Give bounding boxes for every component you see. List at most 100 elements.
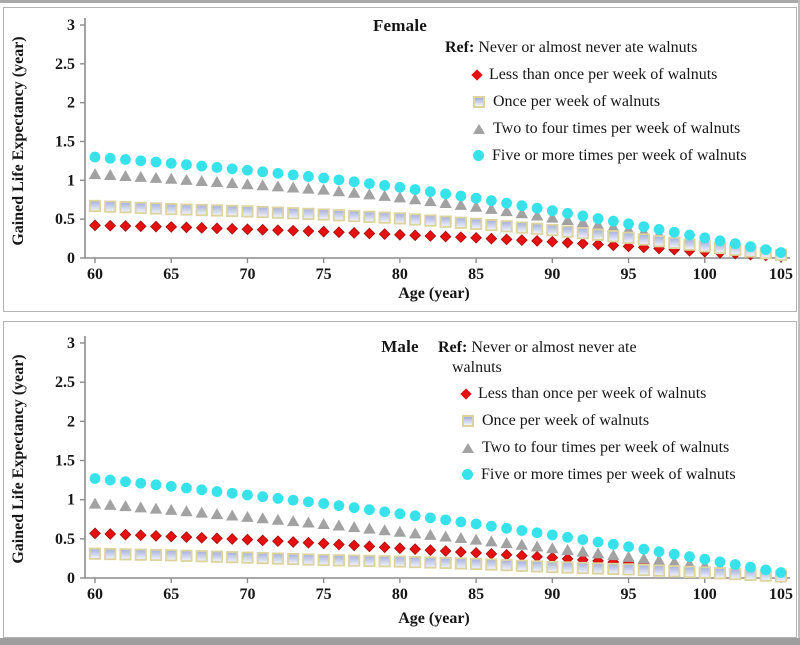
data-point xyxy=(561,225,574,238)
legend-ref-text: Never or almost never ate walnuts xyxy=(452,339,637,376)
data-point xyxy=(515,207,529,219)
data-point xyxy=(409,510,421,522)
data-point xyxy=(149,202,163,215)
data-point xyxy=(363,540,376,553)
data-point xyxy=(530,222,544,235)
data-point xyxy=(165,480,177,492)
x-tick-label: 60 xyxy=(87,586,103,603)
data-point xyxy=(256,223,269,236)
x-tick-label: 105 xyxy=(769,586,793,603)
data-point xyxy=(134,548,147,561)
y-tick-label: 1.5 xyxy=(55,453,75,470)
data-point xyxy=(607,562,620,576)
data-point xyxy=(271,552,285,565)
female-series-circle xyxy=(89,151,787,258)
data-point xyxy=(455,190,467,202)
data-point xyxy=(638,221,650,233)
data-point xyxy=(210,176,224,188)
data-point xyxy=(378,541,391,554)
female-x-axis-label: Age (year) xyxy=(398,285,470,302)
legend-item-1: Less than once per week of walnuts xyxy=(460,380,736,407)
male-series-square xyxy=(88,547,788,583)
y-tick-label: 0 xyxy=(67,570,75,587)
data-point xyxy=(607,239,620,252)
data-point xyxy=(775,247,787,258)
data-point xyxy=(424,528,437,540)
legend-label: Once per week of walnuts xyxy=(482,411,650,429)
data-point xyxy=(332,519,346,531)
data-point xyxy=(318,172,330,184)
data-point xyxy=(134,220,147,233)
data-point xyxy=(241,510,254,522)
data-point xyxy=(607,215,619,227)
y-tick-label: 0.5 xyxy=(55,211,75,228)
data-point xyxy=(562,531,573,543)
female-y-axis-label: Gained Life Expectancy (year) xyxy=(10,36,27,246)
data-point xyxy=(561,561,574,574)
data-point xyxy=(607,230,620,243)
data-point xyxy=(378,555,391,568)
data-point xyxy=(576,237,589,250)
data-point xyxy=(165,503,178,515)
data-point xyxy=(364,178,375,189)
data-point xyxy=(180,173,193,185)
data-point xyxy=(683,238,696,251)
data-point xyxy=(714,235,726,247)
data-point xyxy=(485,558,498,571)
data-point xyxy=(409,184,421,195)
legend-ref-prefix: Ref: xyxy=(445,39,475,56)
data-point xyxy=(180,531,193,543)
data-point xyxy=(485,232,498,245)
data-point xyxy=(530,540,544,552)
data-point xyxy=(363,210,376,223)
data-point xyxy=(120,154,131,165)
data-point xyxy=(637,233,650,246)
data-point xyxy=(272,224,284,237)
data-point xyxy=(745,241,756,253)
data-point xyxy=(638,543,650,555)
x-tick-label: 60 xyxy=(87,266,103,283)
data-point xyxy=(210,550,224,563)
data-point xyxy=(287,224,300,237)
data-point xyxy=(531,235,543,247)
data-point xyxy=(470,547,482,559)
data-point xyxy=(196,160,208,172)
data-point xyxy=(226,204,239,218)
data-point xyxy=(241,205,254,218)
data-point xyxy=(150,156,162,168)
data-point xyxy=(195,550,208,563)
data-point xyxy=(455,231,467,244)
data-point xyxy=(379,506,391,518)
legend-item-2: Once per week of walnuts xyxy=(473,88,747,115)
data-point xyxy=(195,174,208,186)
data-point xyxy=(257,491,269,503)
data-point xyxy=(348,554,361,567)
data-point xyxy=(332,209,346,222)
data-point xyxy=(119,220,132,232)
male-legend: Ref: Never or almost never ate walnuts L… xyxy=(438,338,736,488)
data-point xyxy=(408,527,422,539)
data-point xyxy=(561,213,574,225)
male-series-circle xyxy=(89,473,787,578)
data-point xyxy=(607,549,620,561)
data-point xyxy=(699,232,711,244)
data-point xyxy=(668,556,681,568)
data-point xyxy=(226,551,239,564)
x-tick-label: 85 xyxy=(468,586,484,603)
triangle-marker-icon xyxy=(462,442,474,453)
data-point xyxy=(531,527,543,539)
data-point xyxy=(546,211,559,223)
data-point xyxy=(88,547,102,560)
data-point xyxy=(135,477,147,489)
data-point xyxy=(364,504,375,516)
data-point xyxy=(317,517,330,529)
data-point xyxy=(546,542,559,554)
data-point xyxy=(454,532,468,544)
data-point xyxy=(257,166,269,178)
data-point xyxy=(470,217,483,230)
y-tick-label: 0.5 xyxy=(55,531,75,548)
legend-ref-text: Never or almost never ate walnuts xyxy=(474,39,698,56)
data-point xyxy=(668,236,681,250)
data-point xyxy=(684,551,695,563)
female-series-triangle xyxy=(88,168,788,260)
